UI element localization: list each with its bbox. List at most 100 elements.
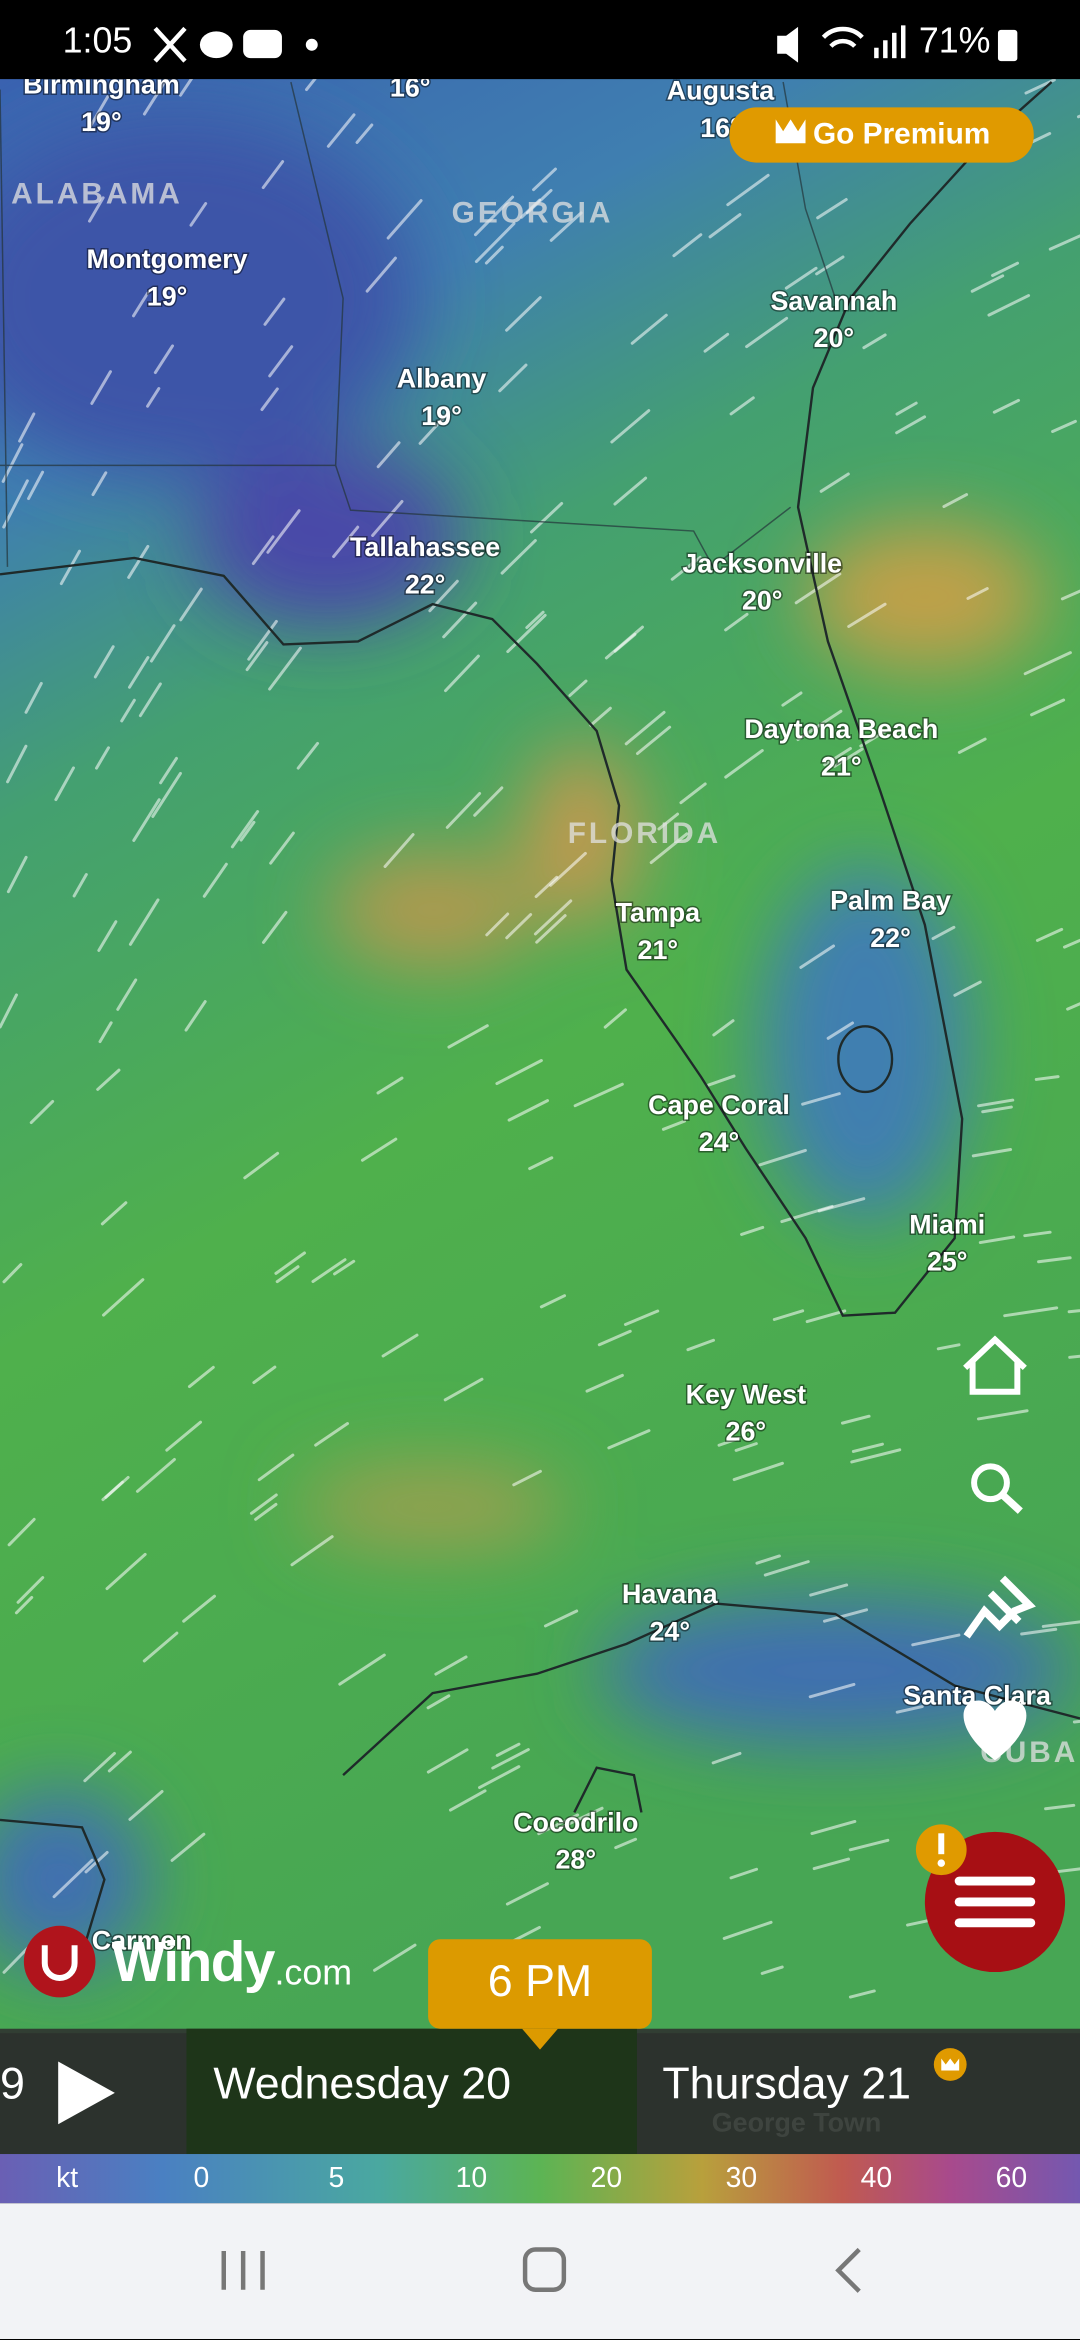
wind-streak <box>132 798 161 842</box>
borders <box>0 81 837 568</box>
wind-streak <box>27 470 45 501</box>
time-label[interactable]: 6 PM <box>488 1956 592 2006</box>
wind-streak <box>107 1750 132 1773</box>
wind-streak <box>549 211 583 242</box>
wind-streak <box>426 1694 451 1710</box>
wind-streak <box>251 535 275 566</box>
back-button[interactable] <box>835 2247 861 2293</box>
status-bar <box>0 0 1080 80</box>
wind-streak <box>607 1429 651 1450</box>
home-button[interactable] <box>963 1335 1027 1395</box>
wind-streak <box>1023 651 1072 676</box>
wind-streak <box>537 1813 580 1836</box>
wind-streak <box>745 316 789 349</box>
wind-streak <box>275 1265 300 1284</box>
timeline-prev-day[interactable]: 9 <box>0 2059 25 2109</box>
wind-streak <box>442 601 478 639</box>
wind-streak <box>833 747 864 768</box>
city-temp: 24° <box>649 1617 690 1647</box>
wind-streak <box>72 873 88 898</box>
wind-streak <box>1023 1230 1052 1238</box>
wind-streak <box>528 1156 554 1171</box>
wind-streak <box>290 1535 334 1567</box>
search-handle <box>999 1491 1023 1514</box>
wind-streak <box>717 1436 741 1447</box>
wind-streak <box>202 862 228 898</box>
wind-streak <box>812 1857 851 1871</box>
wind-streak <box>862 333 887 350</box>
favorites-button[interactable] <box>963 1700 1027 1761</box>
wind-streak <box>1003 1306 1059 1318</box>
wind-streak <box>268 646 302 691</box>
time-bubble-pointer <box>522 2028 558 2050</box>
timeline-day-selected[interactable] <box>186 2028 637 2155</box>
wind-streak <box>376 1076 404 1095</box>
wind-streak <box>98 1021 113 1044</box>
wind-streak <box>24 681 43 714</box>
city-temp: 20° <box>742 586 783 616</box>
wind-streak <box>712 1019 735 1037</box>
wind-streak <box>636 725 672 755</box>
wind-streak <box>729 1867 759 1880</box>
wind-streak <box>534 875 559 899</box>
wind-streak <box>151 771 182 818</box>
logo-suffix: .com <box>274 1952 352 1992</box>
wind-streak <box>823 1608 869 1623</box>
wind-streak <box>365 256 397 293</box>
wind-streak <box>360 1137 398 1162</box>
time-bubble[interactable] <box>428 1939 652 2029</box>
wind-streak <box>848 1989 876 1999</box>
coastlines <box>0 81 1080 1955</box>
city-temp: 22° <box>405 569 446 599</box>
wind-streak <box>252 1365 277 1385</box>
wind-streak <box>826 1021 855 1040</box>
wind-streak <box>127 656 150 689</box>
wind-streak <box>732 1461 784 1482</box>
legend-value: 40 <box>861 2162 893 2194</box>
city-name: Havana <box>622 1579 719 1609</box>
timeline-day[interactable]: Wednesday 20 <box>213 2059 511 2109</box>
recents-button[interactable] <box>221 2250 265 2290</box>
home-nav-button[interactable] <box>522 2247 567 2293</box>
wind-streak <box>708 213 742 239</box>
wind-streak <box>649 832 689 865</box>
wind-streak <box>781 691 803 707</box>
wind-streak <box>506 613 547 654</box>
wind-streak <box>724 749 764 779</box>
wind-streak <box>505 913 533 940</box>
wind-streak <box>14 1595 34 1615</box>
wind-streak <box>495 1059 543 1086</box>
wind-streak <box>614 1837 638 1850</box>
wind-streak <box>895 415 927 435</box>
wind-streak <box>589 706 612 727</box>
search-button[interactable] <box>971 1463 1010 1503</box>
city-name: Carmen <box>92 1925 192 1955</box>
play-button[interactable] <box>58 2061 115 2125</box>
wind-streak <box>991 261 1020 277</box>
wind-streak <box>722 1920 773 1940</box>
wind-streak <box>383 833 415 868</box>
status-icons <box>153 25 1018 63</box>
wind-streak <box>512 1469 542 1487</box>
wind-legend <box>0 2154 1080 2204</box>
city-name: Cape Coral <box>648 1090 790 1120</box>
wind-streak <box>520 198 542 219</box>
wind-streak <box>93 645 115 679</box>
wind-streak <box>254 1502 278 1521</box>
wind-streak <box>149 624 176 663</box>
wind-streak <box>311 1258 347 1283</box>
wind-streak <box>474 222 516 264</box>
battery-level: 71% <box>919 21 991 61</box>
city-temp: 25° <box>927 1247 968 1277</box>
premium-label[interactable]: Go Premium <box>813 118 990 151</box>
wind-streak <box>434 1655 468 1676</box>
wind-streak <box>553 1806 604 1833</box>
wind-streak <box>268 345 294 378</box>
pin-button[interactable] <box>963 1575 1036 1639</box>
wind-streak <box>127 544 150 579</box>
timeline-day[interactable]: Thursday 21 <box>662 2059 911 2109</box>
premium-button[interactable]: Go Premium <box>729 107 1034 163</box>
wind-streak <box>568 679 588 697</box>
